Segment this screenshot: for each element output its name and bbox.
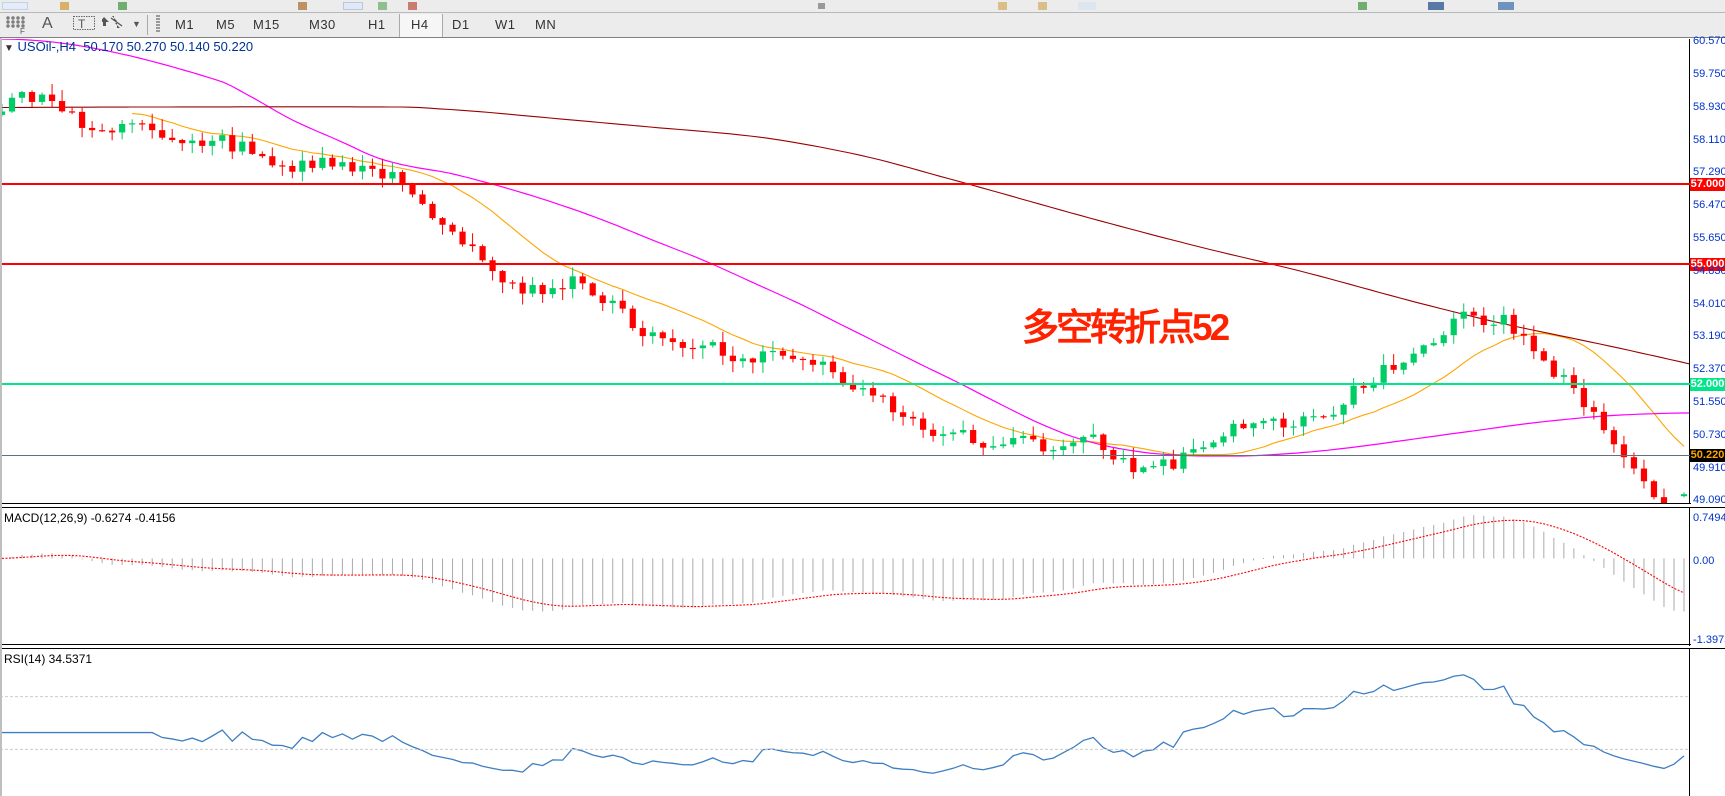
svg-text:F: F	[20, 27, 25, 34]
svg-text:T: T	[78, 17, 86, 31]
